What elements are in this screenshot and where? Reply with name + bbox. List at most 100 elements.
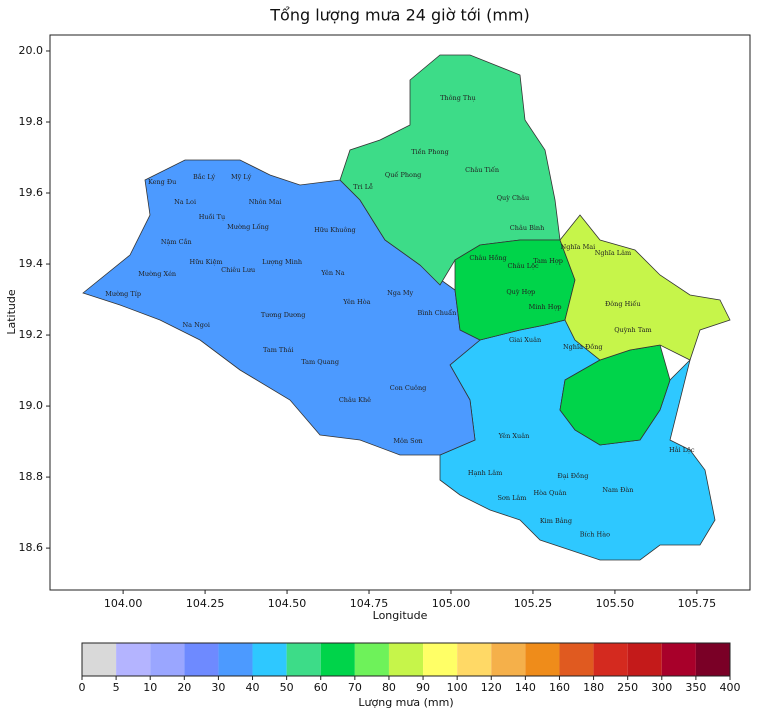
x-tick-label: 105.25	[514, 597, 553, 610]
commune-label: Môn Sơn	[393, 437, 422, 445]
commune-label: Na Ngoi	[182, 321, 209, 329]
commune-label: Hòa Quân	[533, 489, 566, 497]
colorbar-tick-label: 160	[549, 681, 570, 694]
colorbar-bin	[354, 643, 389, 676]
x-tick-label: 105.00	[432, 597, 471, 610]
commune-label: Yên Hòa	[342, 298, 370, 306]
commune-label: Keng Đu	[148, 178, 176, 186]
colorbar-tick-label: 50	[280, 681, 294, 694]
commune-label: Đông Hiếu	[605, 299, 641, 308]
commune-label: Thông Thụ	[440, 94, 476, 102]
y-tick-label: 19.8	[19, 115, 44, 128]
colorbar-tick-label: 5	[113, 681, 120, 694]
commune-label: Chiêu Lưu	[221, 266, 255, 274]
colorbar-tick-label: 350	[685, 681, 706, 694]
y-axis-label: Latitude	[5, 289, 18, 335]
commune-label: Châu Tiến	[465, 165, 499, 174]
commune-label: Châu Lộc	[508, 262, 540, 270]
commune-label: Sơn Lâm	[497, 494, 526, 502]
colorbar-bin	[150, 643, 185, 676]
colorbar-tick-label: 10	[143, 681, 157, 694]
commune-label: Mường Lống	[227, 222, 269, 231]
y-tick-label: 18.8	[19, 470, 44, 483]
colorbar-bin	[184, 643, 219, 676]
commune-label: Châu Hồng	[469, 253, 506, 262]
x-tick-label: 104.00	[104, 597, 143, 610]
y-tick-label: 19.4	[19, 257, 44, 270]
colorbar-bin	[661, 643, 696, 676]
commune-label: Quỳnh Tam	[614, 326, 652, 334]
colorbar-tick-label: 100	[447, 681, 468, 694]
colorbar-tick-label: 120	[481, 681, 502, 694]
commune-label: Kim Bảng	[540, 516, 572, 525]
commune-label: Quỳ Châu	[497, 194, 529, 202]
commune-label: Tam Quang	[301, 358, 339, 366]
colorbar-bin	[525, 643, 560, 676]
colorbar-tick-label: 20	[177, 681, 191, 694]
x-axis-label: Longitude	[373, 609, 428, 622]
rain-zone	[454, 239, 576, 341]
colorbar-tick-label: 140	[515, 681, 536, 694]
commune-label: Hữu Khuông	[314, 226, 356, 234]
colorbar-tick-label: 0	[79, 681, 86, 694]
commune-label: Nậm Cắn	[161, 237, 192, 246]
commune-label: Bích Hào	[580, 529, 610, 538]
commune-label: Nhôn Mai	[249, 198, 282, 206]
colorbar-tick-label: 250	[617, 681, 638, 694]
colorbar-frame	[81, 642, 731, 677]
colorbar-bin	[82, 643, 117, 676]
title: Tổng lượng mưa 24 giờ tới (mm)	[269, 6, 530, 25]
commune-label: Tam Thái	[263, 346, 293, 354]
colorbar-tick-label: 300	[651, 681, 672, 694]
commune-label: Tam Hợp	[533, 257, 563, 265]
zones	[82, 54, 731, 561]
commune-label: Tiền Phong	[411, 147, 449, 156]
commune-label: Bình Chuẩn	[417, 308, 456, 317]
colorbar-bin	[423, 643, 458, 676]
colorbar-bin	[218, 643, 253, 676]
colorbar-tick-label: 90	[416, 681, 430, 694]
colorbar-bin	[491, 643, 526, 676]
x-tick-label: 104.50	[268, 597, 307, 610]
commune-label: Giai Xuân	[509, 336, 541, 344]
rain-zone	[559, 214, 731, 361]
colorbar-label: Lượng mưa (mm)	[358, 696, 453, 709]
commune-label: Yên Na	[320, 269, 345, 277]
colorbar-bin	[695, 643, 730, 676]
colorbar-bin	[252, 643, 287, 676]
commune-label: Mỹ Lý	[231, 173, 252, 181]
commune-label: Nghĩa Lâm	[595, 249, 631, 257]
commune-label: Yên Xuân	[498, 432, 530, 440]
commune-label: Tương Dương	[261, 311, 306, 319]
colorbar-bin	[593, 643, 628, 676]
y-tick-label: 18.6	[19, 541, 44, 554]
y-tick-label: 19.6	[19, 186, 44, 199]
colorbar-tick-label: 60	[314, 681, 328, 694]
commune-label: Nghĩa Mai	[561, 243, 596, 251]
commune-label: Mường Xén	[138, 270, 176, 278]
commune-label: Mường Típ	[105, 290, 141, 298]
commune-label: Châu Khê	[339, 396, 371, 404]
colorbar-tick-label: 400	[720, 681, 741, 694]
commune-label: Hải Lộc	[669, 445, 695, 454]
colorbar-bin	[286, 643, 321, 676]
commune-label: Na Loi	[174, 198, 196, 206]
y-tick-label: 20.0	[19, 44, 44, 57]
commune-label: Châu Bình	[510, 224, 545, 232]
colorbar-tick-label: 70	[348, 681, 362, 694]
x-tick-label: 105.75	[678, 597, 717, 610]
colorbar-bin	[627, 643, 662, 676]
commune-label: Con Cuông	[390, 384, 427, 392]
colorbar-tick-label: 180	[583, 681, 604, 694]
commune-label: Quỳ Hợp	[506, 288, 535, 296]
x-tick-label: 104.75	[350, 597, 389, 610]
commune-label: Nghĩa Đồng	[563, 342, 603, 351]
colorbar-tick-label: 30	[211, 681, 225, 694]
commune-label: Huồi Tụ	[199, 212, 226, 221]
colorbar-bin	[559, 643, 594, 676]
colorbar-bin	[388, 643, 424, 676]
commune-label: Hữu Kiệm	[190, 258, 223, 266]
x-tick-label: 104.25	[186, 597, 225, 610]
